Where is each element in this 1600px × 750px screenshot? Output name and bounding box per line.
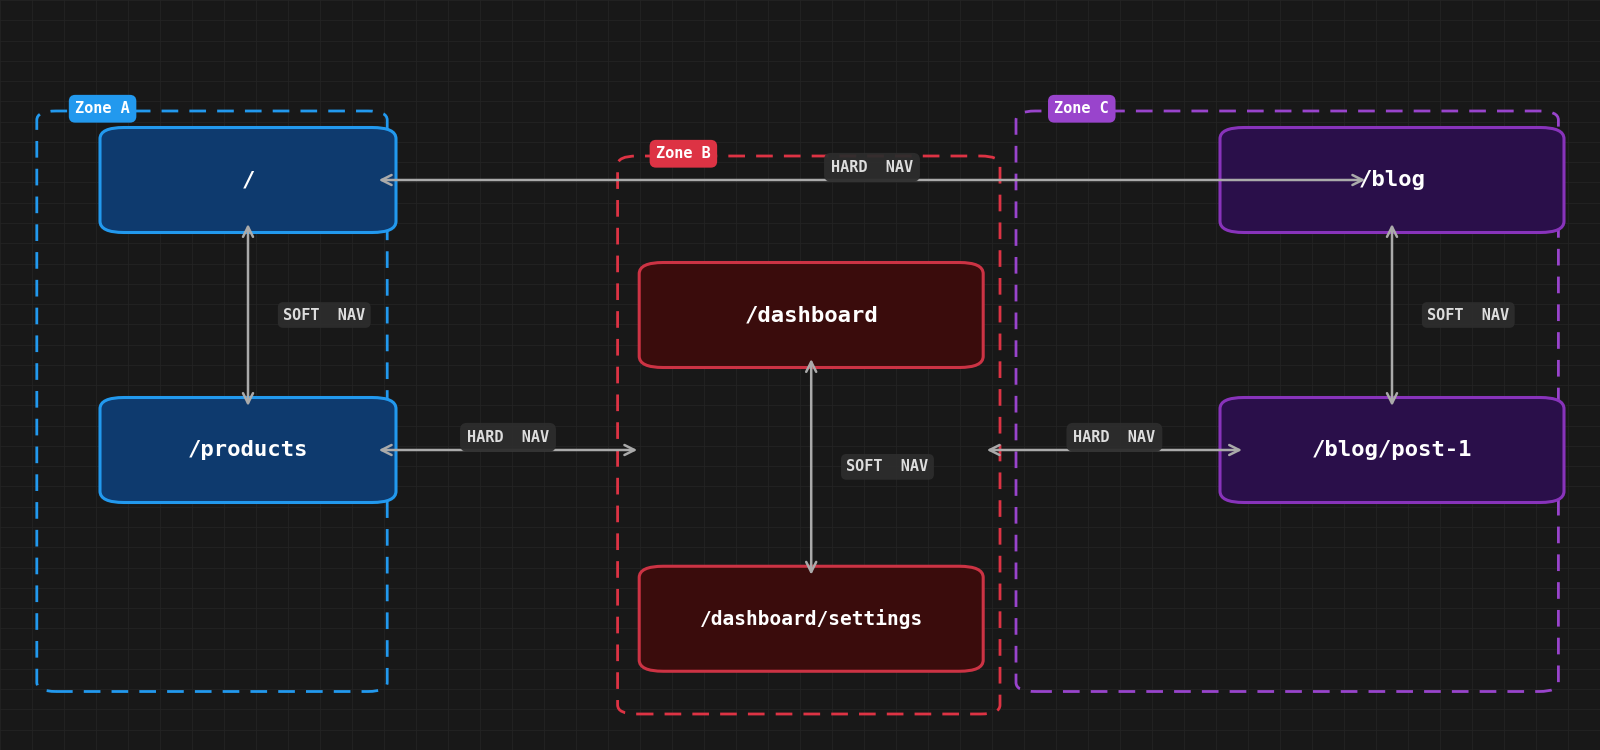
Text: Zone C: Zone C: [1054, 101, 1109, 116]
FancyBboxPatch shape: [99, 398, 397, 502]
Text: /products: /products: [187, 440, 309, 460]
Text: HARD  NAV: HARD NAV: [1074, 430, 1155, 445]
Text: HARD  NAV: HARD NAV: [467, 430, 549, 445]
Text: Zone A: Zone A: [75, 101, 130, 116]
Text: /dashboard/settings: /dashboard/settings: [699, 609, 923, 628]
FancyBboxPatch shape: [638, 262, 982, 368]
Text: Zone B: Zone B: [656, 146, 710, 161]
Text: /dashboard: /dashboard: [744, 305, 878, 325]
FancyBboxPatch shape: [1221, 398, 1563, 502]
Text: /blog/post-1: /blog/post-1: [1312, 440, 1472, 460]
Text: SOFT  NAV: SOFT NAV: [283, 308, 365, 322]
Text: SOFT  NAV: SOFT NAV: [846, 459, 928, 475]
Text: /blog: /blog: [1358, 170, 1426, 190]
Text: SOFT  NAV: SOFT NAV: [1427, 308, 1509, 322]
FancyBboxPatch shape: [638, 566, 982, 671]
Text: HARD  NAV: HARD NAV: [830, 160, 914, 175]
FancyBboxPatch shape: [99, 128, 397, 232]
FancyBboxPatch shape: [1221, 128, 1563, 232]
Text: /: /: [242, 170, 254, 190]
